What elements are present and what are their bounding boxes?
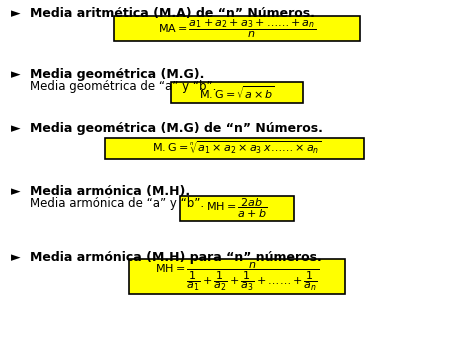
- FancyBboxPatch shape: [181, 197, 293, 221]
- FancyBboxPatch shape: [105, 138, 364, 159]
- Text: $\mathrm{MA} = \dfrac{a_1 + a_2 + a_3 + \ldots\ldots + a_n}{n}$: $\mathrm{MA} = \dfrac{a_1 + a_2 + a_3 + …: [158, 18, 316, 40]
- FancyBboxPatch shape: [115, 16, 359, 41]
- FancyBboxPatch shape: [171, 82, 303, 103]
- Text: Media geométrica (M.G) de “n” Números.: Media geométrica (M.G) de “n” Números.: [30, 122, 322, 135]
- Text: $\mathrm{M.G} = \sqrt{a \times b}$: $\mathrm{M.G} = \sqrt{a \times b}$: [199, 84, 275, 101]
- Text: Media aritmética (M.A) de “n” Números.: Media aritmética (M.A) de “n” Números.: [30, 7, 315, 20]
- Text: Media geométrica (M.G).: Media geométrica (M.G).: [30, 68, 204, 81]
- Text: $\mathrm{MH} = \dfrac{2ab}{a + b}$: $\mathrm{MH} = \dfrac{2ab}{a + b}$: [206, 197, 268, 220]
- Text: ►: ►: [11, 251, 20, 264]
- FancyBboxPatch shape: [128, 259, 346, 294]
- Text: $\mathrm{MH} = \dfrac{n}{\dfrac{1}{a_1} + \dfrac{1}{a_2} + \dfrac{1}{a_3} + \ldo: $\mathrm{MH} = \dfrac{n}{\dfrac{1}{a_1} …: [155, 260, 319, 293]
- Text: ►: ►: [11, 7, 20, 20]
- Text: Media armónica de “a” y “b”.: Media armónica de “a” y “b”.: [30, 197, 204, 210]
- Text: ►: ►: [11, 68, 20, 81]
- Text: Media armónica (M.H).: Media armónica (M.H).: [30, 185, 190, 198]
- Text: ►: ►: [11, 185, 20, 198]
- Text: Media armónica (M.H) para “n” números.: Media armónica (M.H) para “n” números.: [30, 251, 321, 264]
- Text: $\mathrm{M.G} = \sqrt[n]{a_1 \times a_2 \times a_3 \: x \ldots\ldots \times a_n}: $\mathrm{M.G} = \sqrt[n]{a_1 \times a_2 …: [152, 140, 322, 157]
- Text: ►: ►: [11, 122, 20, 135]
- Text: Media geométrica de “a” y “b”.: Media geométrica de “a” y “b”.: [30, 80, 216, 93]
